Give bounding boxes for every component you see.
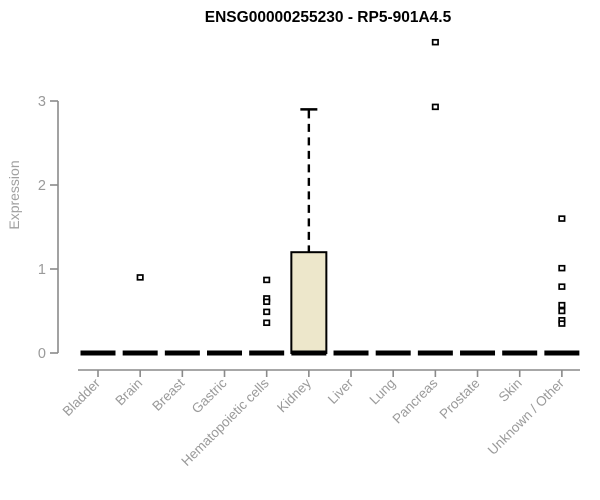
outlier-point-brain: [136, 274, 144, 281]
x-tick-label-breast: Breast: [149, 375, 187, 413]
outlier-point-hematopoietic-cells: [263, 319, 271, 327]
chart-title: ENSG00000255230 - RP5-901A4.5: [204, 9, 452, 26]
outlier-point-pancreas: [431, 38, 439, 46]
x-tick-label-bladder: Bladder: [60, 375, 104, 419]
median-lung: [375, 350, 411, 356]
x-tick-label-pancreas: Pancreas: [390, 375, 441, 426]
x-tick-label-liver: Liver: [325, 375, 357, 407]
x-tick-label-kidney: Kidney: [274, 375, 314, 415]
outlier-point-unknown-other: [558, 283, 566, 290]
outlier-point-hematopoietic-cells: [263, 276, 271, 284]
y-tick-label: 3: [38, 94, 46, 110]
x-tick-label-gastric: Gastric: [189, 375, 230, 416]
outlier-point-unknown-other: [558, 301, 566, 309]
outlier-point-unknown-other: [558, 320, 566, 327]
y-tick-label: 0: [38, 346, 46, 362]
outlier-point-hematopoietic-cells: [263, 308, 271, 316]
median-breast: [164, 350, 200, 356]
median-gastric: [207, 350, 243, 356]
outlier-point-pancreas: [431, 103, 439, 111]
median-kidney: [291, 350, 327, 356]
median-pancreas: [417, 350, 453, 356]
median-skin: [502, 350, 538, 356]
x-tick-label-lung: Lung: [366, 376, 398, 408]
x-tick-label-prostate: Prostate: [436, 376, 482, 422]
median-bladder: [80, 350, 116, 356]
median-unknown-other: [544, 350, 580, 356]
x-tick-label-skin: Skin: [496, 376, 525, 405]
x-tick-label-unknown-other: Unknown / Other: [485, 375, 568, 458]
median-brain: [122, 350, 158, 356]
x-tick-label-brain: Brain: [112, 376, 145, 409]
outlier-point-unknown-other: [558, 264, 566, 272]
y-tick-label: 1: [38, 262, 46, 278]
median-prostate: [460, 350, 496, 356]
outlier-point-unknown-other: [558, 215, 566, 222]
median-liver: [333, 350, 369, 356]
box-kidney: [290, 251, 328, 354]
outlier-point-hematopoietic-cells: [263, 298, 271, 306]
outlier-point-unknown-other: [558, 307, 566, 315]
y-tick-label: 2: [38, 178, 46, 194]
median-hematopoietic-cells: [249, 350, 285, 356]
